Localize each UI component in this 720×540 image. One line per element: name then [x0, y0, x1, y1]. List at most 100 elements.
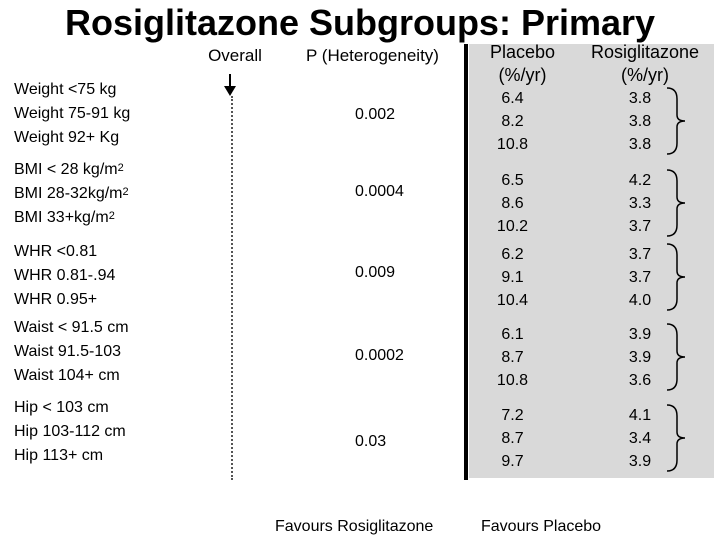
subgroup-label-text: Waist < 91.5 cm: [14, 319, 129, 336]
placebo-rate: 6.1: [501, 326, 524, 343]
rosiglitazone-values: 3.7 3.7 4.0: [590, 243, 690, 312]
placebo-values: 6.4 8.2 10.8: [470, 87, 555, 156]
p-value: 0.0002: [355, 347, 404, 364]
placebo-rate: 10.8: [496, 372, 529, 389]
subgroup-label: WHR 0.81-.94: [14, 264, 214, 288]
rosiglitazone-rate: 3.8: [628, 90, 652, 107]
header-rosiglitazone-title: Rosiglitazone: [590, 42, 700, 62]
rosiglitazone-rate: 3.9: [628, 349, 652, 366]
rosiglitazone-rate: 3.9: [628, 326, 652, 343]
subgroup-label-superscript: 2: [122, 186, 129, 198]
placebo-values: 6.5 8.6 10.2: [470, 169, 555, 238]
subgroup-label: Weight <75 kg: [14, 78, 214, 102]
subgroup-labels: Waist < 91.5 cm Waist 91.5-103 Waist 104+ …: [14, 316, 214, 388]
placebo-values: 7.2 8.7 9.7: [470, 404, 555, 473]
subgroup-label-text: BMI 28-32kg/m: [14, 185, 123, 202]
header-placebo: Placebo (%/yr): [470, 41, 575, 87]
subgroup-label-text: WHR <0.81: [14, 243, 98, 260]
rosiglitazone-rate: 4.0: [628, 292, 652, 309]
overall-arrow-head-icon: [224, 86, 236, 96]
rosiglitazone-rate: 3.8: [628, 136, 652, 153]
subgroup-label-superscript: 2: [108, 210, 115, 222]
header-rosiglitazone-unit: (%/yr): [621, 65, 669, 85]
placebo-rate: 8.7: [501, 349, 524, 366]
curly-bracket-icon: [666, 404, 686, 472]
header-p-heterogeneity: P (Heterogeneity): [306, 46, 439, 65]
curly-bracket-path: [666, 169, 686, 237]
header-placebo-unit: (%/yr): [498, 65, 547, 85]
footer-favours-placebo: Favours Placebo: [481, 518, 602, 535]
subgroup-label: Hip 103-112 cm: [14, 420, 214, 444]
curly-bracket-path: [666, 404, 686, 472]
subgroup-label-text: Weight 92+ Kg: [14, 129, 120, 146]
rosiglitazone-rate: 3.7: [628, 269, 652, 286]
subgroup-label-text: Hip < 103 cm: [14, 399, 109, 416]
rosiglitazone-rate: 3.3: [628, 195, 652, 212]
subgroup-labels: Weight <75 kg Weight 75-91 kg Weight 92+ K…: [14, 78, 214, 150]
placebo-rate: 10.2: [496, 218, 529, 235]
placebo-rate: 6.5: [501, 172, 524, 189]
placebo-rate: 8.2: [501, 113, 524, 130]
subgroup-label: Weight 75-91 kg: [14, 102, 214, 126]
rosiglitazone-rate: 4.2: [628, 172, 652, 189]
p-value: 0.03: [355, 433, 387, 450]
subgroup-label: Hip < 103 cm: [14, 396, 214, 420]
rosiglitazone-values: 4.2 3.3 3.7: [590, 169, 690, 238]
rosiglitazone-values: 3.8 3.8 3.8: [590, 87, 690, 156]
curly-bracket-icon: [666, 243, 686, 311]
subgroup-label: WHR <0.81: [14, 240, 214, 264]
subgroup-label-text: Hip 103-112 cm: [14, 423, 126, 440]
subgroup-label-superscript: 2: [117, 162, 124, 174]
curly-bracket-path: [666, 243, 686, 311]
no-effect-line: [464, 44, 468, 480]
curly-bracket-path: [666, 323, 686, 391]
subgroup-label-text: WHR 0.95+: [14, 291, 98, 308]
subgroup-label: Weight 92+ Kg: [14, 126, 214, 150]
p-value: 0.009: [355, 264, 396, 281]
subgroup-label: Waist < 91.5 cm: [14, 316, 214, 340]
subgroup-label-text: Waist 91.5-103: [14, 343, 122, 360]
rosiglitazone-rate: 3.7: [628, 218, 652, 235]
rosiglitazone-values: 4.1 3.4 3.9: [590, 404, 690, 473]
overall-arrow-shaft: [229, 74, 231, 88]
overall-dotted-line: [231, 96, 233, 480]
header-rosiglitazone: Rosiglitazone (%/yr): [575, 41, 715, 87]
placebo-rate: 8.6: [501, 195, 524, 212]
subgroup-label-text: Waist 104+ cm: [14, 367, 120, 384]
subgroup-labels: WHR <0.81 WHR 0.81-.94 WHR 0.95+: [14, 240, 214, 312]
subgroup-label-text: BMI 33+kg/m: [14, 209, 109, 226]
curly-bracket-icon: [666, 323, 686, 391]
placebo-rate: 7.2: [501, 407, 524, 424]
placebo-values: 6.1 8.7 10.8: [470, 323, 555, 392]
placebo-rate: 8.7: [501, 430, 524, 447]
rosiglitazone-rate: 3.4: [628, 430, 652, 447]
placebo-rate: 6.2: [501, 246, 524, 263]
curly-bracket-path: [666, 87, 686, 155]
curly-bracket-icon: [666, 169, 686, 237]
placebo-rate: 10.4: [496, 292, 529, 309]
p-value: 0.0004: [355, 183, 404, 200]
curly-bracket-icon: [666, 87, 686, 155]
placebo-rate: 10.8: [496, 136, 529, 153]
subgroup-label-text: Hip 113+ cm: [14, 447, 104, 464]
subgroup-label-text: Weight <75 kg: [14, 81, 117, 98]
subgroup-label: BMI < 28 kg/m2: [14, 158, 214, 182]
subgroup-label-text: WHR 0.81-.94: [14, 267, 116, 284]
rosiglitazone-values: 3.9 3.9 3.6: [590, 323, 690, 392]
placebo-rate: 9.7: [501, 453, 524, 470]
subgroup-label: Waist 104+ cm: [14, 364, 214, 388]
rosiglitazone-rate: 3.6: [628, 372, 652, 389]
subgroup-label: Waist 91.5-103: [14, 340, 214, 364]
subgroup-label: WHR 0.95+: [14, 288, 214, 312]
placebo-rate: 6.4: [501, 90, 524, 107]
placebo-rate: 9.1: [501, 269, 524, 286]
footer-favours-rosiglitazone: Favours Rosiglitazone: [275, 518, 434, 535]
subgroup-labels: Hip < 103 cm Hip 103-112 cm Hip 113+ cm: [14, 396, 214, 468]
subgroup-label-text: BMI < 28 kg/m: [14, 161, 118, 178]
header-placebo-title: Placebo: [489, 42, 556, 62]
p-value: 0.002: [355, 106, 396, 123]
subgroup-label: BMI 28-32kg/m2: [14, 182, 214, 206]
page-title: Rosiglitazone Subgroups: Primary: [64, 2, 656, 43]
subgroup-label: BMI 33+kg/m2: [14, 206, 214, 230]
rosiglitazone-rate: 3.7: [628, 246, 652, 263]
